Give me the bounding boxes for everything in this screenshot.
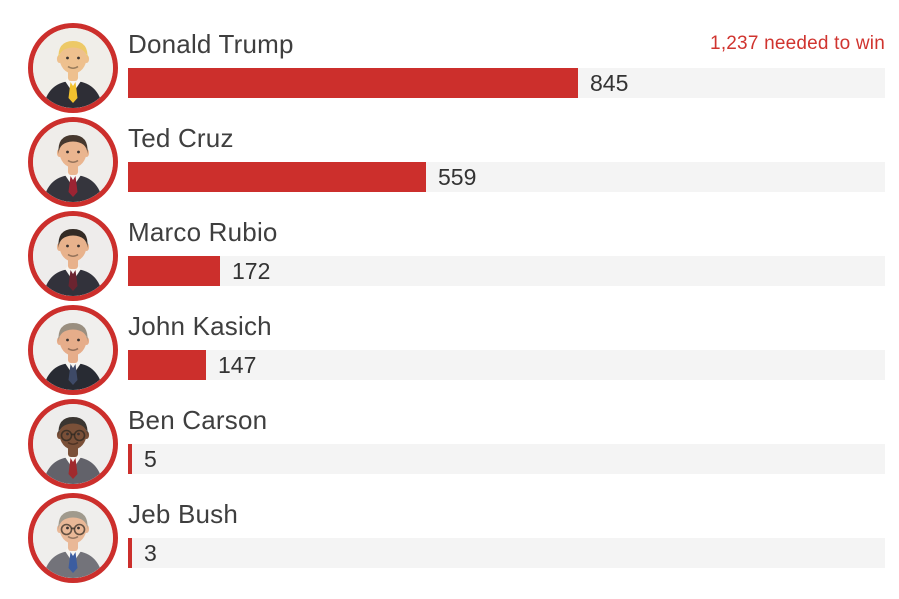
- bar-track: 559: [128, 162, 885, 192]
- candidate-row: John Kasich 147: [0, 305, 899, 399]
- candidate-avatar: [28, 305, 118, 395]
- bar-fill: [128, 538, 132, 568]
- bar-fill: [128, 162, 426, 192]
- bar-track: 147: [128, 350, 885, 380]
- bar-fill: [128, 444, 132, 474]
- bar-fill: [128, 68, 578, 98]
- delegate-count: 172: [232, 257, 271, 284]
- delegate-count: 845: [590, 69, 629, 96]
- bar-track: 845: [128, 68, 885, 98]
- candidate-name: Ted Cruz: [128, 123, 234, 153]
- candidate-avatar: [28, 211, 118, 301]
- candidate-row: Jeb Bush 3: [0, 493, 899, 587]
- candidate-avatar: [28, 23, 118, 113]
- candidate-name: Ben Carson: [128, 405, 268, 435]
- candidate-content: Marco Rubio 172: [128, 211, 899, 286]
- candidate-photo: [33, 216, 113, 296]
- candidate-content: Ted Cruz 559: [128, 117, 899, 192]
- candidate-row: Ben Carson 5: [0, 399, 899, 493]
- candidate-avatar: [28, 493, 118, 583]
- candidate-avatar: [28, 399, 118, 489]
- candidate-name: Marco Rubio: [128, 217, 278, 247]
- bar-track: 5: [128, 444, 885, 474]
- candidate-content: John Kasich 147: [128, 305, 899, 380]
- delegate-count: 147: [218, 351, 257, 378]
- candidate-photo: [33, 310, 113, 390]
- delegate-count: 5: [144, 445, 157, 472]
- bar-track: 3: [128, 538, 885, 568]
- candidate-photo: [33, 122, 113, 202]
- candidate-content: Ben Carson 5: [128, 399, 899, 474]
- candidate-name: John Kasich: [128, 311, 272, 341]
- bar-fill: [128, 350, 206, 380]
- delegate-count: 559: [438, 163, 477, 190]
- candidate-row: Donald Trump 845: [0, 23, 899, 117]
- candidate-photo: [33, 28, 113, 108]
- bar-track: 172: [128, 256, 885, 286]
- glasses-icon: [60, 523, 86, 536]
- delegate-count: 3: [144, 539, 157, 566]
- candidate-photo: [33, 404, 113, 484]
- glasses-icon: [60, 429, 86, 442]
- candidate-row: Marco Rubio 172: [0, 211, 899, 305]
- candidate-name: Jeb Bush: [128, 499, 239, 529]
- candidate-content: Jeb Bush 3: [128, 493, 899, 568]
- candidate-name: Donald Trump: [128, 29, 294, 59]
- candidate-photo: [33, 498, 113, 578]
- candidate-avatar: [28, 117, 118, 207]
- bar-fill: [128, 256, 220, 286]
- candidate-content: Donald Trump 845: [128, 23, 899, 98]
- needed-to-win-label: 1,237 needed to win: [710, 33, 885, 54]
- candidate-row: Ted Cruz 559: [0, 117, 899, 211]
- candidate-list: Donald Trump 845 Ted Cruz: [0, 23, 899, 587]
